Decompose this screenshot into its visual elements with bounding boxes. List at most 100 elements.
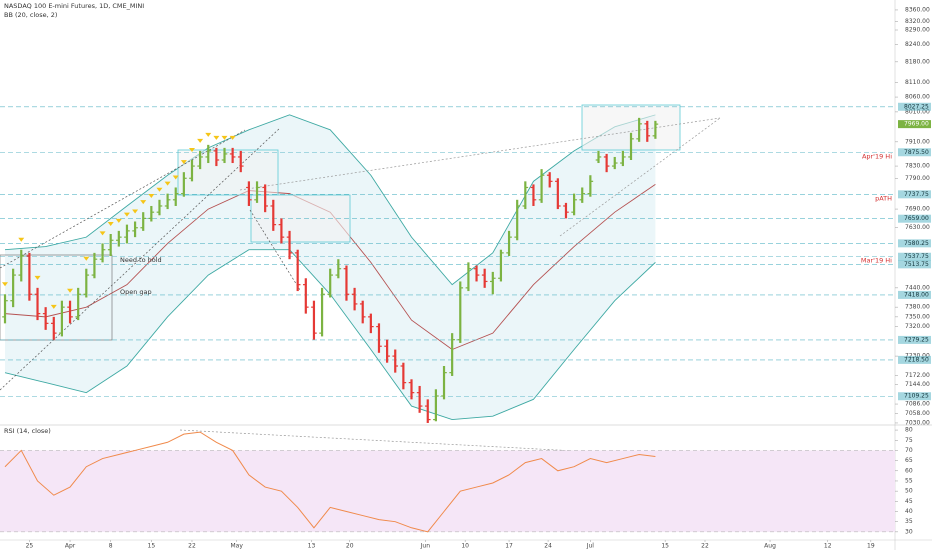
signal-marker xyxy=(213,135,220,140)
y-tick-label: 75 xyxy=(905,437,913,444)
y-tick-label: 55 xyxy=(905,477,913,484)
trend-line xyxy=(0,129,246,269)
y-tick-label: 35 xyxy=(905,518,913,525)
y-tick-label: 8240.00 xyxy=(905,41,930,48)
y-tick-label: 80 xyxy=(905,427,913,434)
y-tick-label: 7830.00 xyxy=(905,163,930,170)
y-tick-label: 7690.00 xyxy=(905,206,930,213)
x-tick-label: 10 xyxy=(461,543,469,550)
price-label: 7279.25 xyxy=(904,336,929,343)
signal-marker xyxy=(172,175,179,180)
x-tick-label: May xyxy=(231,543,244,550)
y-tick-label: 8010.00 xyxy=(905,108,930,115)
price-label-box xyxy=(898,392,931,401)
x-tick-label: 24 xyxy=(544,543,552,550)
price-label: 7418.00 xyxy=(904,291,929,298)
signal-marker xyxy=(140,200,147,205)
y-tick-label: 65 xyxy=(905,457,913,464)
band-fill xyxy=(5,114,656,420)
y-tick-label: 60 xyxy=(905,467,913,474)
signal-marker xyxy=(107,222,114,227)
x-tick-label: 22 xyxy=(188,543,196,550)
x-tick-label: 15 xyxy=(148,543,156,550)
chart-title: NASDAQ 100 E-mini Futures, 1D, CME_MINI xyxy=(4,2,144,10)
x-tick-label: 25 xyxy=(26,543,34,550)
x-tick-label: Aug xyxy=(764,543,776,550)
last-price-box xyxy=(898,120,931,129)
x-tick-label: Apr xyxy=(65,543,76,550)
y-tick-label: 8290.00 xyxy=(905,27,930,34)
price-label: 7737.75 xyxy=(904,191,929,198)
y-tick-label: 7440.00 xyxy=(905,284,930,291)
y-tick-label: 50 xyxy=(905,488,913,495)
y-tick-label: 7086.00 xyxy=(905,401,930,408)
price-label-box xyxy=(898,190,931,199)
y-tick-label: 8110.00 xyxy=(905,79,930,86)
signal-marker xyxy=(205,132,212,137)
y-tick-label: 7630.00 xyxy=(905,224,930,231)
y-tick-label: 7350.00 xyxy=(905,313,930,320)
level-note: Apr'19 Hi xyxy=(862,152,892,160)
y-tick-label: 7380.00 xyxy=(905,304,930,311)
y-tick-label: 7790.00 xyxy=(905,175,930,182)
price-label-box xyxy=(898,252,931,261)
price-label-box xyxy=(898,260,931,269)
rsi-line xyxy=(4,431,656,533)
signal-marker xyxy=(180,160,187,165)
last-price-label: 7969.00 xyxy=(904,121,929,128)
signal-marker xyxy=(123,212,130,217)
y-tick-label: 40 xyxy=(905,508,913,515)
signal-marker xyxy=(67,288,74,293)
band-upper xyxy=(4,114,656,286)
y-tick-label: 8180.00 xyxy=(905,58,930,65)
x-tick-label: 8 xyxy=(109,543,113,550)
price-label: 7513.75 xyxy=(904,261,929,268)
signal-marker xyxy=(2,282,8,287)
price-label-box xyxy=(898,214,931,223)
x-tick-label: Jul xyxy=(586,543,595,550)
y-tick-label: 7172.00 xyxy=(905,372,930,379)
signal-marker xyxy=(164,181,171,186)
signal-marker xyxy=(156,187,163,192)
y-tick-label: 70 xyxy=(905,447,913,454)
price-label: 8027.25 xyxy=(904,103,929,110)
price-label: 7218.50 xyxy=(904,356,929,363)
price-label: 7580.25 xyxy=(904,240,929,247)
x-tick-label: 20 xyxy=(346,543,354,550)
signal-marker xyxy=(99,231,106,236)
signal-marker xyxy=(197,138,204,143)
y-tick-label: 8320.00 xyxy=(905,18,930,25)
indicator-title: BB (20, close, 2) xyxy=(4,11,57,19)
signal-marker xyxy=(229,135,236,140)
y-tick-label: 7030.00 xyxy=(905,419,930,426)
y-tick-label: 7058.00 xyxy=(905,410,930,417)
price-label-box xyxy=(898,355,931,364)
y-tick-label: 45 xyxy=(905,498,913,505)
rsi-title: RSI (14, close) xyxy=(4,427,51,435)
signal-marker xyxy=(188,147,195,152)
level-note: Mar'19 Hi xyxy=(861,257,892,265)
signal-marker xyxy=(18,237,25,242)
signal-marker xyxy=(148,193,155,198)
x-tick-label: 17 xyxy=(505,543,513,550)
signal-marker xyxy=(115,218,122,223)
annotation: Need to hold xyxy=(120,256,162,264)
signal-marker xyxy=(221,135,228,140)
signal-marker xyxy=(50,304,57,309)
price-label: 7659.00 xyxy=(904,215,929,222)
price-label-box xyxy=(898,102,931,111)
price-label-box xyxy=(898,239,931,248)
y-tick-label: 8360.00 xyxy=(905,6,930,13)
x-tick-label: Jun xyxy=(420,543,431,550)
y-tick-label: 7910.00 xyxy=(905,138,930,145)
price-label: 7875.50 xyxy=(904,149,929,156)
price-label: 7537.75 xyxy=(904,253,929,260)
y-tick-label: 8060.00 xyxy=(905,94,930,101)
signal-marker xyxy=(34,275,41,280)
y-tick-label: 7320.00 xyxy=(905,323,930,330)
x-tick-label: 15 xyxy=(661,543,669,550)
rsi-band xyxy=(0,450,895,532)
x-tick-label: 22 xyxy=(701,543,709,550)
y-tick-label: 30 xyxy=(905,528,913,535)
